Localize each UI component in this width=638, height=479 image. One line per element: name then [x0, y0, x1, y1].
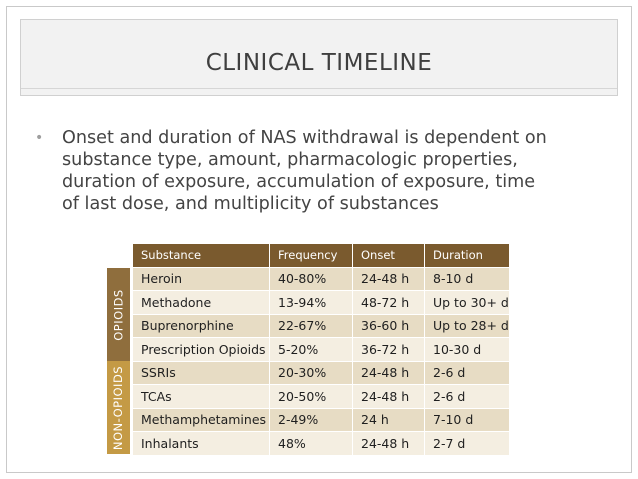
cell-frequency: 22-67% [269, 313, 353, 338]
title-divider [21, 88, 617, 89]
table-row: Buprenorphine 22-67% 36-60 h Up to 28+ d [132, 313, 510, 338]
cell-frequency: 5-20% [269, 337, 353, 362]
cell-substance: Inhalants [132, 431, 270, 456]
title-band: CLINICAL TIMELINE [20, 19, 618, 96]
bullet-line: Onset and duration of NAS withdrawal is … [62, 128, 547, 148]
header-substance: Substance [132, 243, 270, 268]
cell-frequency: 20-30% [269, 360, 353, 385]
table-row: SSRIs 20-30% 24-48 h 2-6 d [132, 360, 510, 385]
cell-duration: 2-7 d [424, 431, 510, 456]
cell-duration: 2-6 d [424, 360, 510, 385]
table-row: Prescription Opioids 5-20% 36-72 h 10-30… [132, 337, 510, 362]
cell-onset: 24-48 h [352, 384, 425, 409]
group-label-non-opioids: NON-OPIOIDS [107, 361, 130, 454]
cell-duration: 7-10 d [424, 407, 510, 432]
cell-onset: 36-60 h [352, 313, 425, 338]
header-onset: Onset [352, 243, 425, 268]
cell-frequency: 13-94% [269, 290, 353, 315]
bullet-dot-icon: • [35, 130, 44, 146]
cell-duration: Up to 30+ d [424, 290, 510, 315]
cell-onset: 24-48 h [352, 266, 425, 291]
cell-onset: 36-72 h [352, 337, 425, 362]
table-row: Methamphetamines 2-49% 24 h 7-10 d [132, 407, 510, 432]
cell-frequency: 20-50% [269, 384, 353, 409]
cell-duration: 8-10 d [424, 266, 510, 291]
cell-duration: 10-30 d [424, 337, 510, 362]
table-row: Heroin 40-80% 24-48 h 8-10 d [132, 266, 510, 291]
bullet-line: substance type, amount, pharmacologic pr… [62, 150, 518, 170]
cell-onset: 24-48 h [352, 360, 425, 385]
group-label-text: NON-OPIOIDS [111, 365, 126, 450]
table-row: TCAs 20-50% 24-48 h 2-6 d [132, 384, 510, 409]
cell-onset: 24 h [352, 407, 425, 432]
bullet-point: • Onset and duration of NAS withdrawal i… [35, 127, 615, 215]
header-frequency: Frequency [269, 243, 353, 268]
table-header-row: Substance Frequency Onset Duration [132, 243, 510, 268]
cell-substance: Methamphetamines [132, 407, 270, 432]
cell-duration: Up to 28+ d [424, 313, 510, 338]
cell-substance: Buprenorphine [132, 313, 270, 338]
cell-substance: Heroin [132, 266, 270, 291]
cell-substance: TCAs [132, 384, 270, 409]
cell-duration: 2-6 d [424, 384, 510, 409]
bullet-line: of last dose, and multiplicity of substa… [62, 194, 439, 214]
table-row: Methadone 13-94% 48-72 h Up to 30+ d [132, 290, 510, 315]
cell-frequency: 40-80% [269, 266, 353, 291]
group-label-text: OPIOIDS [111, 288, 126, 341]
group-label-opioids: OPIOIDS [107, 268, 130, 361]
cell-onset: 24-48 h [352, 431, 425, 456]
cell-substance: Methadone [132, 290, 270, 315]
cell-onset: 48-72 h [352, 290, 425, 315]
cell-frequency: 2-49% [269, 407, 353, 432]
table-row: Inhalants 48% 24-48 h 2-7 d [132, 431, 510, 456]
cell-substance: SSRIs [132, 360, 270, 385]
cell-substance: Prescription Opioids [132, 337, 270, 362]
substance-table: Substance Frequency Onset Duration Heroi… [132, 243, 510, 456]
cell-frequency: 48% [269, 431, 353, 456]
header-duration: Duration [424, 243, 510, 268]
slide-title: CLINICAL TIMELINE [205, 50, 433, 76]
bullet-line: duration of exposure, accumulation of ex… [62, 172, 536, 192]
bullet-text: Onset and duration of NAS withdrawal is … [62, 127, 615, 215]
